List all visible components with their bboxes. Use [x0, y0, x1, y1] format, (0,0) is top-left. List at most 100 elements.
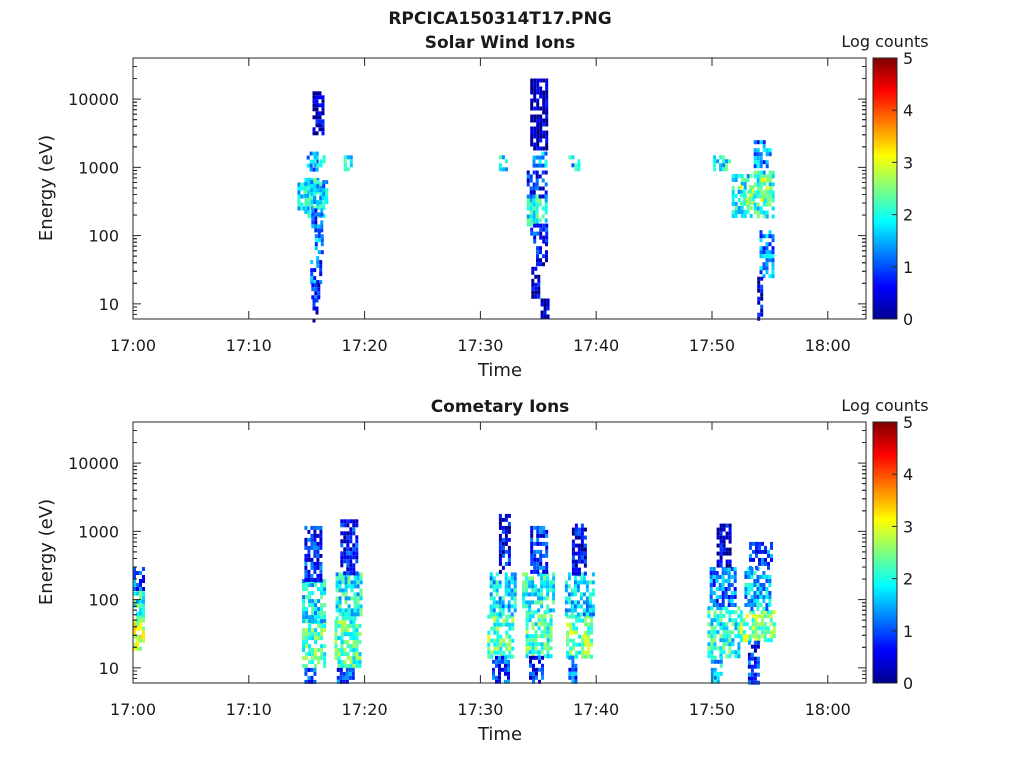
- heatmap-cell: [747, 660, 751, 665]
- heatmap-cell: [715, 575, 719, 579]
- heatmap-cell: [740, 214, 744, 218]
- heatmap-cell: [731, 618, 735, 623]
- heatmap-cell: [318, 115, 322, 120]
- heatmap-cell: [572, 630, 576, 635]
- heatmap-cell: [302, 648, 306, 653]
- heatmap-cell: [319, 264, 323, 269]
- heatmap-cell: [542, 78, 546, 83]
- heatmap-cell: [352, 656, 356, 661]
- heatmap-cell: [710, 659, 714, 664]
- heatmap-cell: [358, 660, 362, 665]
- heatmap-cell: [335, 572, 339, 577]
- heatmap-cell: [334, 628, 338, 633]
- heatmap-cell: [747, 664, 751, 669]
- heatmap-cell: [533, 82, 537, 87]
- heatmap-cell: [136, 626, 139, 631]
- heatmap-cell: [545, 545, 549, 550]
- heatmap-cell: [495, 584, 499, 589]
- heatmap-cell: [340, 648, 344, 653]
- heatmap-cell: [356, 592, 360, 597]
- heatmap-cell: [346, 531, 350, 536]
- heatmap-cell: [564, 612, 568, 617]
- heatmap-cell: [314, 291, 318, 296]
- heatmap-cell: [746, 190, 750, 194]
- heatmap-cell: [571, 663, 575, 668]
- heatmap-cell: [534, 634, 538, 639]
- heatmap-cell: [530, 130, 534, 135]
- heatmap-cell: [498, 604, 502, 609]
- heatmap-cell: [532, 170, 536, 175]
- heatmap-cell: [355, 559, 359, 564]
- heatmap-cell: [590, 642, 594, 647]
- heatmap-cell: [760, 630, 764, 635]
- colorbar-tick-label: 4: [903, 465, 913, 484]
- heatmap-cell: [305, 611, 309, 616]
- heatmap-cell: [343, 624, 347, 629]
- heatmap-cell: [539, 106, 543, 111]
- heatmap-cell: [535, 170, 539, 175]
- heatmap-cell: [745, 614, 749, 619]
- heatmap-cell: [340, 652, 344, 657]
- heatmap-cell: [760, 634, 764, 639]
- heatmap-cell: [313, 163, 317, 168]
- heatmap-cell: [743, 182, 747, 186]
- heatmap-cell: [568, 667, 572, 672]
- heatmap-cell-block: [568, 155, 581, 172]
- heatmap-cell: [745, 201, 749, 206]
- heatmap-cell: [493, 642, 497, 647]
- heatmap-cell: [487, 634, 491, 639]
- heatmap-cell: [510, 572, 514, 577]
- heatmap-cell: [530, 142, 534, 147]
- heatmap-cell: [358, 652, 362, 657]
- heatmap-cell-block: [498, 155, 508, 172]
- heatmap-cell: [320, 603, 324, 608]
- heatmap-cell: [571, 155, 575, 160]
- y-axis-label: Energy (eV): [36, 499, 57, 605]
- heatmap-cell: [727, 587, 731, 591]
- heatmap-cell: [716, 659, 720, 664]
- heatmap-cell: [715, 587, 719, 591]
- heatmap-cell: [771, 198, 775, 203]
- heatmap-cell: [746, 210, 750, 214]
- heatmap-cell: [536, 78, 540, 83]
- heatmap-cell: [541, 667, 544, 672]
- heatmap-cell: [355, 644, 359, 649]
- heatmap-cell: [530, 541, 534, 546]
- heatmap-cell: [758, 549, 761, 554]
- heatmap-cell: [762, 595, 766, 599]
- heatmap-cell: [580, 535, 584, 540]
- heatmap-cell: [750, 595, 754, 599]
- heatmap-cell: [528, 600, 532, 605]
- heatmap-cell: [314, 287, 318, 292]
- heatmap-cell: [304, 565, 308, 570]
- heatmap-cell: [542, 106, 546, 111]
- heatmap-cell: [315, 298, 319, 303]
- heatmap-cell: [315, 119, 319, 124]
- heatmap-cell: [312, 127, 316, 132]
- heatmap-cell: [136, 646, 139, 651]
- heatmap-cell-block: [707, 606, 741, 659]
- heatmap-cell: [336, 679, 340, 684]
- heatmap-cell: [737, 626, 741, 631]
- x-tick-label: 17:10: [226, 700, 272, 719]
- heatmap-cell-block: [530, 525, 549, 574]
- heatmap-cell: [549, 634, 553, 639]
- heatmap-cell: [544, 151, 548, 156]
- heatmap-cell: [753, 174, 757, 179]
- heatmap-cell: [310, 537, 314, 542]
- heatmap-cell: [316, 184, 320, 189]
- heatmap-cell-block: [526, 170, 548, 199]
- heatmap-cell: [340, 523, 344, 528]
- heatmap-cell: [756, 664, 760, 669]
- heatmap-cell: [139, 579, 142, 583]
- heatmap-cell: [307, 549, 311, 554]
- heatmap-cell: [570, 604, 574, 609]
- heatmap-cell: [583, 527, 587, 532]
- heatmap-cell: [731, 210, 735, 214]
- heatmap-cell: [504, 541, 508, 546]
- heatmap-cell: [751, 626, 755, 631]
- colorbar-tick-label: 1: [903, 622, 913, 641]
- heatmap-cell: [540, 298, 544, 303]
- heatmap-cell: [750, 599, 754, 603]
- heatmap-cell: [719, 551, 723, 556]
